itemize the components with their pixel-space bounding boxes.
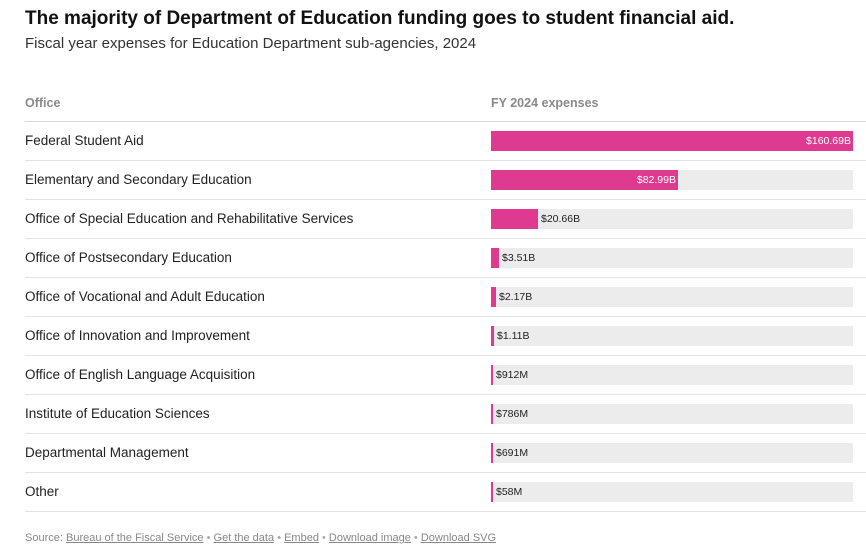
bar xyxy=(491,131,853,151)
bar xyxy=(491,482,493,502)
bar-value-label: $58M xyxy=(496,486,523,498)
bar xyxy=(491,404,493,424)
bar-track: $160.69B xyxy=(491,131,853,151)
office-name: Office of English Language Acquisition xyxy=(25,367,256,382)
table-row: Office of Vocational and Adult Education… xyxy=(0,278,866,317)
office-name: Institute of Education Sciences xyxy=(25,406,210,421)
footer-separator: • xyxy=(206,532,211,544)
row-divider xyxy=(25,277,866,278)
bar-value-label: $2.17B xyxy=(499,291,533,303)
bar-value-label: $1.11B xyxy=(497,330,530,342)
table-row: Office of Postsecondary Education $3.51B xyxy=(0,239,866,278)
table-row: Elementary and Secondary Education $82.99… xyxy=(0,161,866,200)
row-divider xyxy=(25,433,866,434)
office-name: Office of Innovation and Improvement xyxy=(25,328,250,343)
bar xyxy=(491,326,494,346)
office-name: Office of Postsecondary Education xyxy=(25,250,232,265)
office-name: Departmental Management xyxy=(25,445,189,460)
bar-track: $912M xyxy=(491,365,853,385)
row-divider xyxy=(25,511,866,512)
table-row: Departmental Management $691M xyxy=(0,434,866,473)
bar-track: $82.99B xyxy=(491,170,853,190)
footer-separator: • xyxy=(322,532,326,544)
bar xyxy=(491,248,499,268)
office-name: Office of Vocational and Adult Education xyxy=(25,289,265,304)
bar-value-label: $160.69B xyxy=(806,135,851,147)
footer-separator: • xyxy=(277,532,282,544)
footer: Source: Bureau of the Fiscal Service • G… xyxy=(25,532,496,544)
office-name: Elementary and Secondary Education xyxy=(25,172,252,187)
bar-track: $691M xyxy=(491,443,853,463)
row-divider xyxy=(25,199,866,200)
table-row: Office of Special Education and Rehabili… xyxy=(0,200,866,239)
header-divider xyxy=(25,121,866,122)
footer-separator: • xyxy=(413,532,418,544)
table-row: Other $58M xyxy=(0,473,866,512)
bar-track: $2.17B xyxy=(491,287,853,307)
source-prefix: Source: xyxy=(25,532,63,544)
row-divider xyxy=(25,472,866,473)
bar-value-label: $82.99B xyxy=(636,174,676,186)
embed-link[interactable]: Embed xyxy=(284,532,319,544)
column-header-expenses: FY 2024 expenses xyxy=(491,96,599,110)
office-name: Other xyxy=(25,484,59,499)
table-row: Office of Innovation and Improvement $1.1… xyxy=(0,317,866,356)
column-header-office: Office xyxy=(25,96,61,110)
row-divider xyxy=(25,316,866,317)
table-row: Federal Student Aid $160.69B xyxy=(0,122,866,161)
bar xyxy=(491,170,678,190)
office-name: Office of Special Education and Rehabili… xyxy=(25,211,354,226)
get-data-link[interactable]: Get the data xyxy=(213,532,275,544)
bar-table: Federal Student Aid $160.69B Elementary an… xyxy=(0,122,866,512)
bar-value-label: $912M xyxy=(496,369,529,381)
row-divider xyxy=(25,355,866,356)
source-link[interactable]: Bureau of the Fiscal Service xyxy=(65,532,204,544)
bar-value-label: $20.66B xyxy=(541,213,581,225)
bar-track: $58M xyxy=(491,482,853,502)
bar xyxy=(491,443,493,463)
row-divider xyxy=(25,160,866,161)
table-row: Institute of Education Sciences $786M xyxy=(0,395,866,434)
bar xyxy=(491,209,538,229)
bar xyxy=(491,287,496,307)
bar-value-label: $786M xyxy=(496,408,529,420)
bar xyxy=(491,365,493,385)
chart-subtitle: Fiscal year expenses for Education Depar… xyxy=(25,35,477,52)
bar-track: $3.51B xyxy=(491,248,853,268)
download-svg-link[interactable]: Download SVG xyxy=(420,532,497,544)
bar-value-label: $3.51B xyxy=(502,252,536,264)
chart-title: The majority of Department of Education … xyxy=(25,8,735,29)
bar-track: $1.11B xyxy=(491,326,853,346)
office-name: Federal Student Aid xyxy=(25,133,144,148)
row-divider xyxy=(25,394,866,395)
download-image-link[interactable]: Download image xyxy=(328,532,411,544)
bar-value-label: $691M xyxy=(496,447,529,459)
table-row: Office of English Language Acquisition $9… xyxy=(0,356,866,395)
bar-track: $786M xyxy=(491,404,853,424)
row-divider xyxy=(25,238,866,239)
bar-track: $20.66B xyxy=(491,209,853,229)
